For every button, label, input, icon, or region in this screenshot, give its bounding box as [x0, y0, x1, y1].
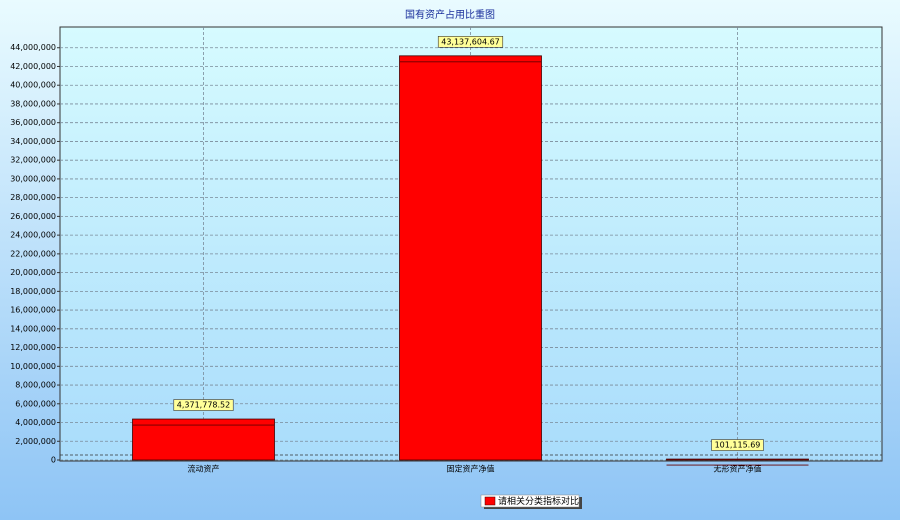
x-tick-label: 无形资产净值	[714, 464, 762, 474]
y-tick-label: 26,000,000	[10, 212, 56, 221]
y-tick-label: 20,000,000	[10, 268, 56, 277]
y-tick-label: 34,000,000	[10, 137, 56, 146]
y-tick-label: 16,000,000	[10, 306, 56, 315]
y-tick-label: 38,000,000	[10, 99, 56, 108]
y-tick-label: 22,000,000	[10, 249, 56, 258]
value-label: 43,137,604.67	[441, 37, 500, 46]
y-tick-label: 40,000,000	[10, 81, 56, 90]
value-label: 4,371,778.52	[177, 401, 230, 410]
y-tick-label: 8,000,000	[15, 381, 56, 390]
legend: 请相关分类指标对比	[480, 494, 582, 509]
legend-swatch	[484, 496, 496, 506]
y-tick-label: 24,000,000	[10, 231, 56, 240]
legend-box	[480, 494, 580, 508]
bar	[132, 418, 275, 461]
y-tick-label: 0	[51, 456, 56, 465]
x-tick-label: 流动资产	[188, 464, 220, 474]
y-tick-label: 4,000,000	[15, 418, 56, 427]
y-tick-label: 32,000,000	[10, 156, 56, 165]
value-label-box	[173, 399, 234, 411]
y-tick-label: 44,000,000	[10, 43, 56, 52]
y-tick-label: 6,000,000	[15, 399, 56, 408]
bar	[399, 55, 542, 461]
legend-label: 请相关分类指标对比	[498, 495, 579, 507]
value-label-box	[437, 36, 504, 48]
y-tick-label: 18,000,000	[10, 287, 56, 296]
y-tick-label: 2,000,000	[15, 437, 56, 446]
chart-title: 国有资产占用比重图	[405, 8, 495, 21]
bar	[666, 458, 809, 461]
value-label-box	[711, 439, 764, 451]
bar-group	[132, 418, 275, 461]
x-tick-label: 固定资产净值	[447, 464, 495, 474]
y-tick-label: 42,000,000	[10, 62, 56, 71]
y-tick-label: 30,000,000	[10, 174, 56, 183]
y-tick-label: 10,000,000	[10, 362, 56, 371]
y-tick-label: 28,000,000	[10, 193, 56, 202]
y-tick-label: 12,000,000	[10, 343, 56, 352]
bar-group	[399, 55, 542, 461]
value-label: 101,115.69	[715, 441, 761, 450]
y-tick-label: 14,000,000	[10, 324, 56, 333]
y-tick-label: 36,000,000	[10, 118, 56, 127]
bar-group	[666, 458, 809, 466]
